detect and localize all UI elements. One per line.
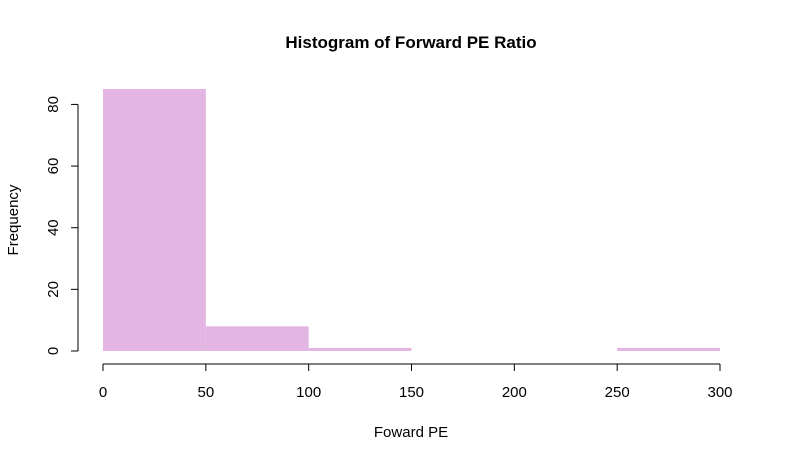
x-tick-label-0: 0 xyxy=(99,384,107,401)
bars-group xyxy=(103,89,720,351)
x-axis-label: Foward PE xyxy=(374,424,448,441)
y-tick-label-60: 60 xyxy=(45,158,62,175)
x-tick-label-100: 100 xyxy=(296,384,321,401)
x-tick-label-200: 200 xyxy=(502,384,527,401)
histogram-bar-250-300 xyxy=(617,347,720,351)
y-tick-label-80: 80 xyxy=(45,96,62,113)
x-tick-label-250: 250 xyxy=(605,384,630,401)
y-axis-label: Frequency xyxy=(5,184,22,255)
y-tick-label-0: 0 xyxy=(45,347,62,355)
y-tick-label-20: 20 xyxy=(45,281,62,298)
histogram-bar-0-50 xyxy=(103,89,206,351)
x-tick-label-50: 50 xyxy=(197,384,214,401)
x-tick-label-300: 300 xyxy=(707,384,732,401)
x-axis: 0 50 100 150 200 250 300 xyxy=(99,363,733,401)
y-tick-label-40: 40 xyxy=(45,219,62,236)
chart-title: Histogram of Forward PE Ratio xyxy=(285,33,536,52)
histogram-bar-50-100 xyxy=(205,326,309,351)
histogram-bar-100-150 xyxy=(308,347,412,351)
x-tick-label-150: 150 xyxy=(399,384,424,401)
y-axis: 0 20 40 60 80 xyxy=(45,96,79,355)
